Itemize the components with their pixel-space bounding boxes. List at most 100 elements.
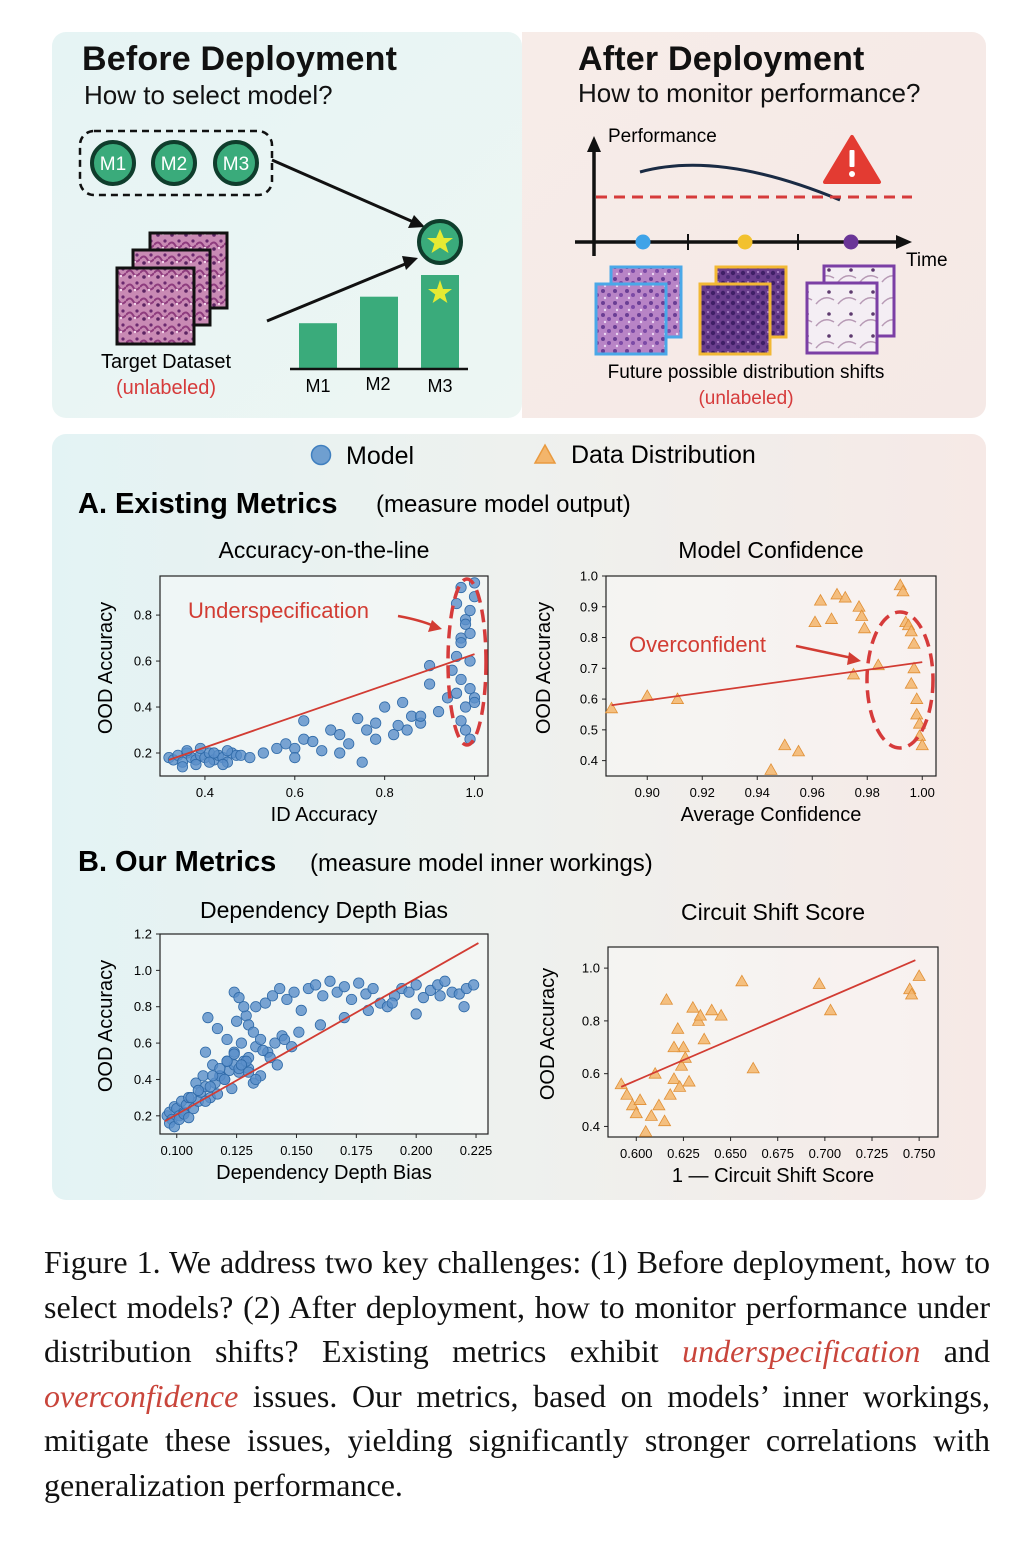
circuit-shift-ytick-label: 0.4 <box>582 1119 600 1134</box>
after-subtitle: How to monitor performance? <box>578 78 921 108</box>
confidence-ytick-label: 0.8 <box>580 630 598 645</box>
depth-bias-xtick-label: 0.150 <box>280 1143 313 1158</box>
acc-line-point <box>455 637 467 649</box>
confidence-title: Model Confidence <box>678 537 863 563</box>
circuit-shift-point <box>663 1087 677 1100</box>
acc-line-point <box>455 673 467 686</box>
depth-bias-point <box>247 1026 259 1038</box>
chart-accuracy-on-the-line: Accuracy-on-the-line 0.4 0.6 0.8 1.0 0.2 0.4 0.… <box>95 537 489 826</box>
confidence-point <box>907 636 921 649</box>
depth-bias-point <box>211 1022 224 1035</box>
acc-line-point <box>388 729 400 741</box>
depth-bias-point <box>338 981 350 993</box>
target-dataset-images <box>115 231 229 346</box>
circuit-shift-point <box>697 1032 711 1045</box>
depth-bias-point <box>192 1084 204 1096</box>
legend-model-label: Model <box>346 442 414 470</box>
confidence-ytick-label: 0.7 <box>580 661 598 676</box>
section-a-note: (measure model output) <box>376 491 631 518</box>
depth-bias-point <box>204 1081 216 1093</box>
circuit-shift-point <box>657 1114 672 1127</box>
circuit-shift-xtick-label: 0.725 <box>856 1146 889 1161</box>
depth-bias-point <box>235 1059 248 1071</box>
performance-axis-label: Performance <box>608 126 717 147</box>
acc-line-point <box>316 745 328 757</box>
underspecification-ellipse <box>446 577 488 747</box>
circuit-shift-ytick-label: 1.0 <box>582 961 600 976</box>
shift-images-purple <box>805 264 896 355</box>
selected-model-icon <box>417 219 463 265</box>
depth-bias-point <box>295 1004 307 1016</box>
acc-line-xlabel: ID Accuracy <box>271 804 378 826</box>
depth-bias-point <box>278 1033 291 1046</box>
confidence-point <box>904 624 918 637</box>
acc-line-point <box>356 756 368 768</box>
depth-bias-point <box>228 1048 240 1060</box>
acc-line-xtick-label: 0.8 <box>376 785 394 800</box>
section-a-title: A. Existing Metrics <box>78 488 337 520</box>
acc-line-point <box>343 738 355 750</box>
acc-line-point <box>257 747 269 759</box>
circuit-shift-point <box>735 974 749 987</box>
acc-line-point <box>298 715 310 727</box>
confidence-point <box>910 692 924 704</box>
acc-line-plot-area <box>159 575 489 777</box>
circuit-shift-point <box>652 1098 666 1111</box>
model-bubble-m2: M2 <box>151 140 197 186</box>
caption-part-1: Figure 1. We address two key challenges:… <box>44 1244 990 1369</box>
circuit-shift-ylabel: OOD Accuracy <box>537 968 559 1100</box>
circuit-shift-point <box>714 1008 728 1021</box>
circuit-shift-point <box>676 1040 691 1053</box>
timepoint-2 <box>737 234 753 250</box>
depth-bias-point <box>417 992 429 1004</box>
bar-m2 <box>360 296 398 369</box>
confidence-point <box>910 707 924 720</box>
confidence-xtick-label: 1.00 <box>910 785 935 800</box>
depth-bias-point <box>293 1026 305 1038</box>
confidence-point <box>604 701 619 714</box>
acc-line-title: Accuracy-on-the-line <box>219 537 430 563</box>
depth-bias-ytick-label: 0.2 <box>134 1108 152 1123</box>
depth-bias-point <box>254 1033 267 1046</box>
warning-icon <box>823 135 881 184</box>
underspecification-arrow <box>428 620 442 632</box>
depth-bias-point <box>271 1059 283 1071</box>
depth-bias-ytick-label: 1.2 <box>134 927 152 942</box>
depth-bias-point <box>235 1037 248 1049</box>
before-title: Before Deployment <box>82 40 398 78</box>
acc-line-ytick-label: 0.8 <box>134 608 152 623</box>
circuit-shift-point <box>671 1021 685 1034</box>
confidence-point <box>912 716 927 729</box>
acc-line-point <box>379 701 391 713</box>
bar-label-m3: M3 <box>427 376 452 396</box>
shift-unlabeled: (unlabeled) <box>698 388 793 409</box>
confidence-point <box>791 744 806 757</box>
acc-line-xtick-label: 0.4 <box>196 785 214 800</box>
depth-bias-ytick-label: 1.0 <box>134 963 152 978</box>
confidence-point <box>830 587 844 600</box>
acc-line-xtick-label: 0.6 <box>286 785 304 800</box>
overconfident-label: Overconfident <box>629 632 766 657</box>
overconfident-ellipse <box>865 610 935 750</box>
acc-line-ytick-label: 0.4 <box>134 700 152 715</box>
confidence-fit-line <box>611 661 923 707</box>
circuit-shift-point <box>667 1072 681 1084</box>
legend-data-icon <box>533 443 557 464</box>
depth-bias-point <box>185 1092 197 1104</box>
acc-line-point <box>464 683 476 695</box>
confidence-point <box>857 621 872 634</box>
depth-bias-point <box>266 990 279 1002</box>
shift-images-blue <box>594 265 683 356</box>
depth-bias-point <box>317 990 329 1002</box>
depth-bias-ytick-label: 0.8 <box>134 999 152 1014</box>
acc-line-point <box>392 719 404 732</box>
depth-bias-point <box>324 975 336 987</box>
circuit-shift-point <box>912 969 926 981</box>
depth-bias-point <box>199 1046 212 1058</box>
acc-line-point <box>464 627 476 640</box>
confidence-xlabel: Average Confidence <box>681 804 862 826</box>
confidence-point <box>808 615 822 628</box>
circuit-shift-point <box>904 987 919 1000</box>
shift-label: Future possible distribution shifts <box>608 362 885 383</box>
